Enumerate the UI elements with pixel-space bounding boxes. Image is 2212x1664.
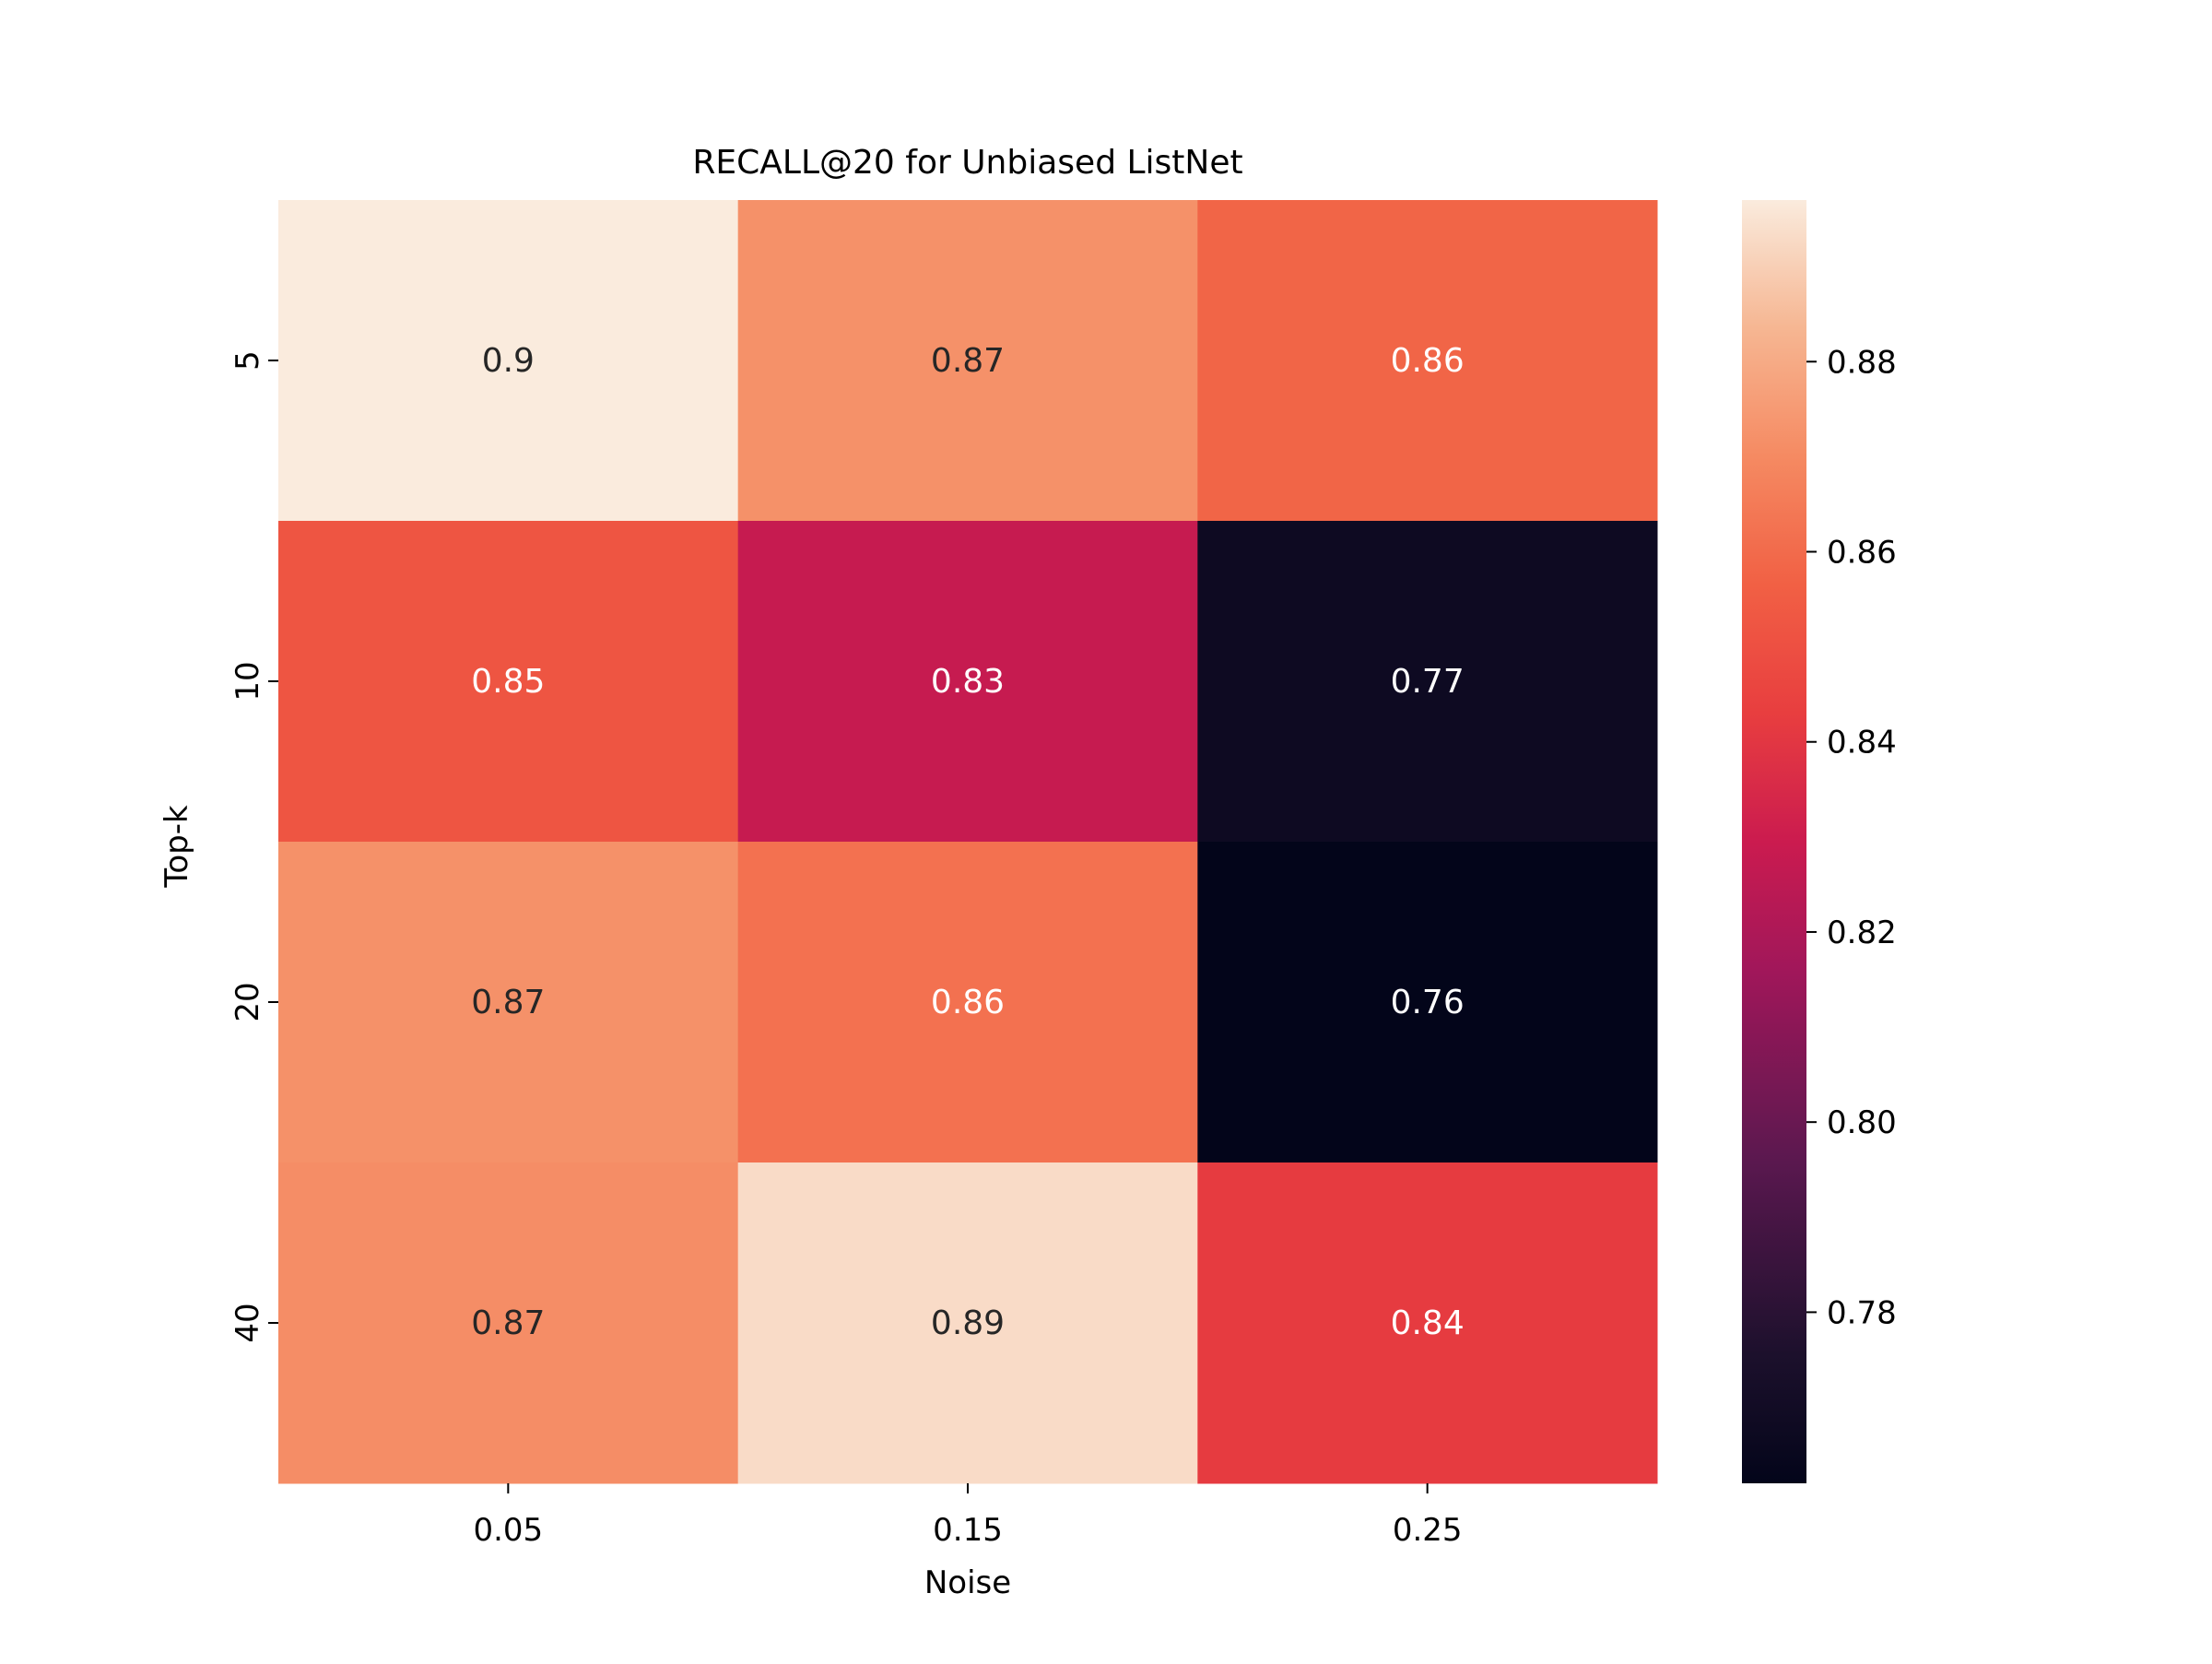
y-tick-label-3: 40 bbox=[229, 1303, 266, 1342]
x-tick-label-1: 0.15 bbox=[933, 1512, 1003, 1549]
heatmap-cells bbox=[278, 200, 1658, 1484]
cell-value-label-3-1: 0.89 bbox=[931, 1304, 1005, 1342]
heatmap-cell-1-1 bbox=[737, 521, 1198, 843]
colorbar-tick-label-0: 0.78 bbox=[1827, 1294, 1897, 1331]
heatmap-cell-1-0 bbox=[278, 521, 739, 843]
heatmap-cell-3-0 bbox=[278, 1162, 739, 1484]
colorbar-gradient bbox=[1742, 200, 1806, 1483]
cell-value-label-1-0: 0.85 bbox=[471, 663, 545, 701]
heatmap-cell-1-2 bbox=[1197, 521, 1658, 843]
cell-value-label-1-1: 0.83 bbox=[931, 663, 1005, 701]
x-axis-ticks: 0.05 0.15 0.25 bbox=[473, 1483, 1463, 1549]
heatmap-cell-labels: 0.9 0.87 0.86 0.85 0.83 0.77 0.87 0.86 0.76 0.87 0… bbox=[471, 342, 1464, 1342]
cell-value-label-2-0: 0.87 bbox=[471, 984, 545, 1021]
heatmap-cell-2-0 bbox=[278, 842, 739, 1163]
cell-value-label-3-2: 0.84 bbox=[1391, 1304, 1465, 1342]
cell-value-label-2-2: 0.76 bbox=[1391, 984, 1465, 1021]
heatmap-cell-0-2 bbox=[1197, 200, 1658, 522]
y-tick-label-0: 5 bbox=[229, 350, 266, 371]
cell-value-label-1-2: 0.77 bbox=[1391, 663, 1465, 701]
cell-value-label-2-1: 0.86 bbox=[931, 984, 1005, 1021]
colorbar-tick-label-1: 0.80 bbox=[1827, 1104, 1897, 1141]
colorbar-tick-label-4: 0.86 bbox=[1827, 535, 1897, 572]
heatmap-cell-2-1 bbox=[737, 842, 1198, 1163]
y-tick-label-1: 10 bbox=[229, 661, 266, 701]
y-axis-label: Top-k bbox=[159, 805, 195, 889]
chart-title: RECALL@20 for Unbiased ListNet bbox=[692, 144, 1242, 182]
cell-value-label-3-0: 0.87 bbox=[471, 1304, 545, 1342]
y-axis-ticks: 5 10 20 40 bbox=[229, 350, 278, 1343]
colorbar: 0.78 0.80 0.82 0.84 0.86 0.88 bbox=[1742, 200, 1897, 1483]
y-tick-label-2: 20 bbox=[229, 982, 266, 1021]
colorbar-tick-label-3: 0.84 bbox=[1827, 725, 1897, 761]
x-tick-label-2: 0.25 bbox=[1393, 1512, 1463, 1549]
cell-value-label-0-0: 0.9 bbox=[482, 342, 535, 380]
cell-value-label-0-1: 0.87 bbox=[931, 342, 1005, 380]
heatmap-cell-2-2 bbox=[1197, 842, 1658, 1163]
heatmap-cell-0-0 bbox=[278, 200, 739, 522]
heatmap-cell-3-1 bbox=[737, 1162, 1198, 1484]
colorbar-tick-label-5: 0.88 bbox=[1827, 344, 1897, 381]
cell-value-label-0-2: 0.86 bbox=[1391, 342, 1465, 380]
x-axis-label: Noise bbox=[924, 1564, 1011, 1601]
colorbar-tick-label-2: 0.82 bbox=[1827, 915, 1897, 951]
heatmap-cell-3-2 bbox=[1197, 1162, 1658, 1484]
x-tick-label-0: 0.05 bbox=[473, 1512, 543, 1549]
heatmap-cell-0-1 bbox=[737, 200, 1198, 522]
